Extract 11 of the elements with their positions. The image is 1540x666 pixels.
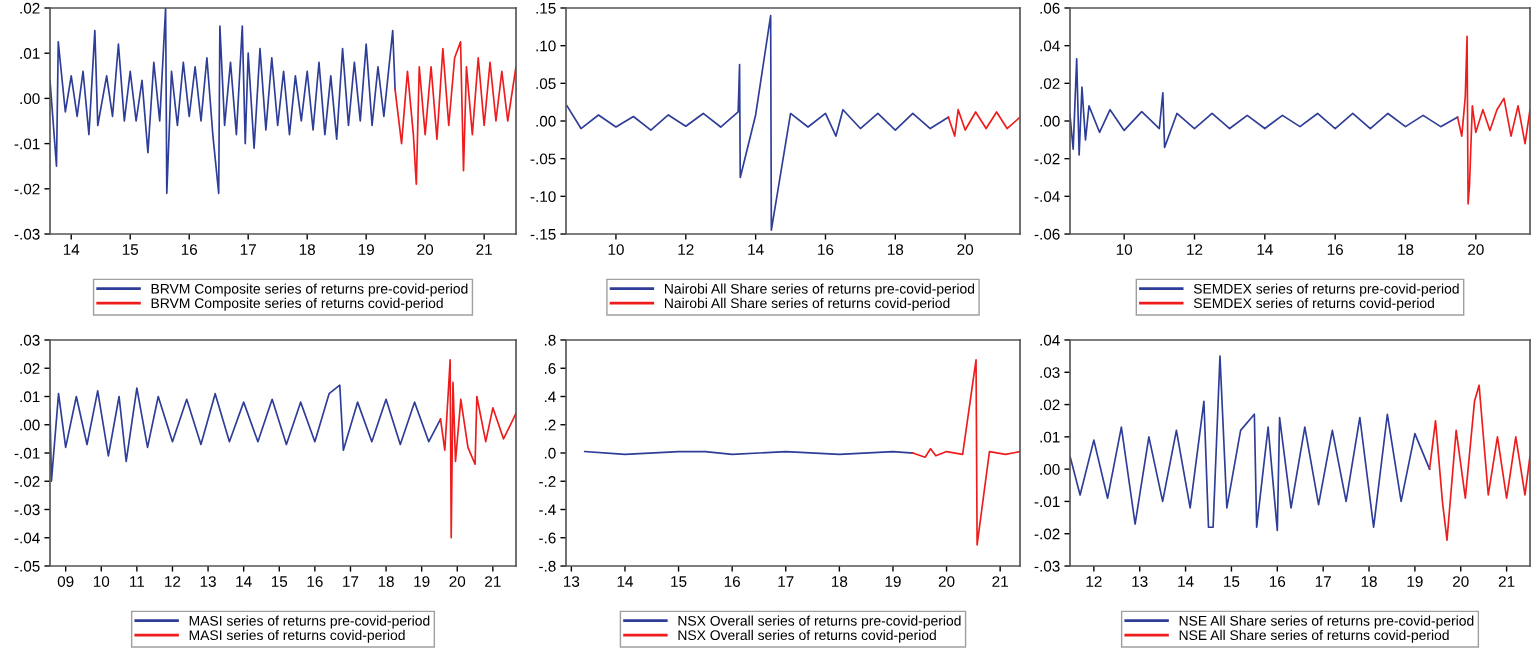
line-series [1070,355,1431,532]
line-series [394,41,516,186]
line-series [50,384,442,483]
line-series [947,108,1020,137]
line-series [1428,384,1530,542]
line-series [1070,58,1459,156]
line-series [439,358,516,539]
line-series [566,14,950,232]
line-series [50,8,396,195]
line-series [911,358,1020,546]
line-series [1456,35,1530,205]
